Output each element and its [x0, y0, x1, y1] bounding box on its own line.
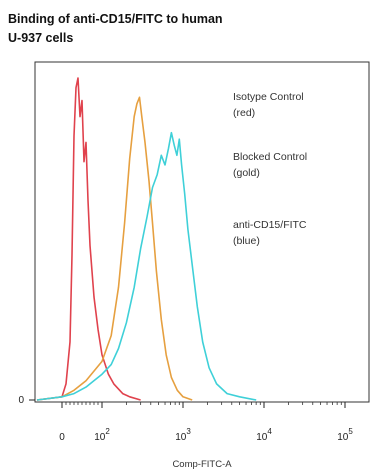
y-tick-label-0: 0: [18, 395, 24, 406]
chart-title: Binding of anti-CD15/FITC to human U-937…: [8, 10, 368, 48]
legend-entry-label: Isotype Control: [233, 91, 304, 103]
legend-entry-label: anti-CD15/FITC: [233, 219, 307, 231]
series-line-2: [36, 131, 257, 401]
series-line-1: [36, 96, 193, 401]
x-axis: 0 102 103 104 105: [59, 402, 353, 443]
x-tick-label-4: 105: [337, 427, 353, 443]
chart-title-line-2: U-937 cells: [8, 31, 74, 45]
plot-frame: [34, 61, 370, 403]
x-tick-label-2: 103: [175, 427, 191, 443]
legend-entry-color-note: (gold): [233, 167, 260, 179]
legend-entry-0: Isotype Control (red): [233, 91, 304, 119]
legend-entry-1: Blocked Control (gold): [233, 151, 307, 179]
legend-entry-color-note: (red): [233, 107, 255, 119]
legend-entry-color-note: (blue): [233, 235, 260, 247]
chart-title-line-1: Binding of anti-CD15/FITC to human: [8, 12, 223, 26]
series-layer: [36, 77, 257, 401]
legend-entry-label: Blocked Control: [233, 151, 307, 163]
x-tick-label-3: 104: [256, 427, 272, 443]
legend-entry-2: anti-CD15/FITC (blue): [233, 219, 307, 247]
x-tick-label-0: 0: [59, 432, 65, 443]
series-line-0: [36, 77, 141, 401]
y-axis: 0: [18, 395, 35, 406]
x-tick-label-1: 102: [94, 427, 110, 443]
x-axis-label: Comp-FITC-A: [172, 459, 232, 470]
legend: Isotype Control (red) Blocked Control (gold…: [233, 91, 307, 247]
